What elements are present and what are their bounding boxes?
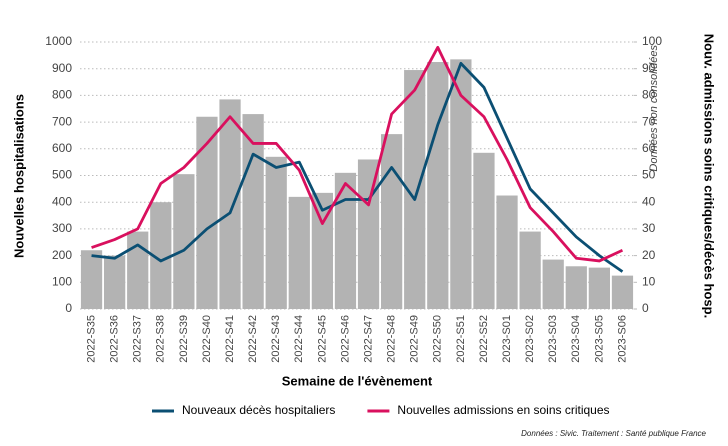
x-axis-title: Semaine de l'évènement	[282, 373, 433, 388]
legend-label: Nouvelles admissions en soins critiques	[397, 403, 609, 417]
y2-tick-label: 20	[642, 248, 656, 262]
x-tick-label: 2022-S38	[155, 315, 167, 363]
x-tick-label: 2022-S44	[293, 315, 305, 363]
legend-label: Nouveaux décès hospitaliers	[182, 403, 335, 417]
y2-tick-label: 100	[642, 34, 662, 48]
x-tick-label: 2022-S52	[478, 315, 490, 363]
x-tick-label: 2023-S03	[547, 315, 559, 363]
x-tick-label: 2022-S45	[316, 315, 328, 363]
y2-tick-label: 70	[642, 114, 656, 128]
x-tick-label: 2022-S49	[409, 315, 421, 363]
bar	[173, 174, 195, 309]
y-tick-label: 500	[52, 168, 72, 182]
y2-tick-label: 40	[642, 194, 656, 208]
x-tick-label: 2022-S42	[247, 315, 259, 363]
y2-tick-label: 80	[642, 88, 656, 102]
x-tick-label: 2022-S47	[362, 315, 374, 363]
y2-axis-title: Nouv. admissions soins critiques/décès h…	[702, 34, 717, 318]
y-tick-label: 100	[52, 274, 72, 288]
bar	[242, 114, 264, 309]
bar	[381, 134, 403, 309]
y2-tick-label: 0	[642, 301, 649, 315]
bar	[288, 196, 310, 309]
x-tick-label: 2022-S43	[270, 315, 282, 363]
bar	[519, 231, 541, 309]
x-tick-label: 2023-S02	[524, 315, 536, 363]
y2-tick-label: 30	[642, 221, 656, 235]
x-tick-label: 2023-S01	[501, 315, 513, 363]
bar	[357, 159, 380, 309]
y-tick-label: 0	[65, 301, 72, 315]
bar	[427, 62, 449, 310]
x-tick-label: 2022-S36	[109, 315, 121, 363]
line	[91, 61, 624, 273]
annotation: Données non consolidées	[648, 45, 660, 172]
source: Données : Sivic. Traitement : Santé publ…	[521, 429, 706, 438]
bar	[404, 70, 426, 309]
bar	[565, 266, 587, 309]
bar	[196, 116, 218, 309]
y-tick-label: 600	[52, 141, 72, 155]
y-tick-label: 300	[52, 221, 72, 235]
x-tick-label: 2022-S46	[339, 315, 351, 363]
y-tick-label: 700	[52, 114, 72, 128]
bar	[150, 202, 172, 309]
x-tick-label: 2022-S41	[224, 315, 236, 363]
bar	[265, 156, 287, 309]
bar	[496, 195, 518, 309]
bar	[311, 192, 333, 309]
y-tick-label: 1000	[45, 34, 72, 48]
x-tick-label: 2022-S40	[201, 315, 213, 363]
x-tick-label: 2022-S37	[132, 315, 144, 363]
bar	[611, 275, 634, 309]
bar	[450, 59, 472, 310]
x-tick-label: 2022-S50	[432, 315, 444, 363]
bar	[219, 99, 241, 309]
y-tick-label: 900	[52, 61, 72, 75]
y2-tick-label: 50	[642, 168, 656, 182]
x-tick-label: 2023-S04	[570, 315, 582, 363]
bar	[588, 267, 610, 309]
x-tick-label: 2023-S05	[593, 315, 605, 363]
bar	[334, 172, 357, 309]
y2-tick-label: 10	[642, 274, 656, 288]
y-tick-label: 800	[52, 88, 72, 102]
bar	[473, 152, 495, 309]
bar	[127, 231, 149, 309]
bar	[542, 259, 564, 309]
bar	[104, 255, 126, 309]
x-tick-label: 2022-S48	[386, 315, 398, 363]
y-tick-label: 200	[52, 248, 72, 262]
y-tick-label: 400	[52, 194, 72, 208]
line	[91, 45, 624, 263]
y2-tick-label: 60	[642, 141, 656, 155]
bar	[80, 250, 103, 309]
y-axis-title: Nouvelles hospitalisations	[11, 94, 26, 258]
x-tick-label: 2022-S35	[85, 315, 97, 363]
y2-tick-label: 90	[642, 61, 656, 75]
x-tick-label: 2022-S39	[178, 315, 190, 363]
x-tick-label: 2022-S51	[455, 315, 467, 363]
x-tick-label: 2023-S06	[616, 315, 628, 363]
